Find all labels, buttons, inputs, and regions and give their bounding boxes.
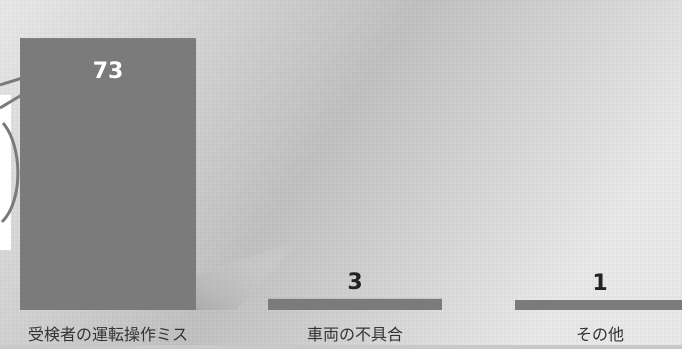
bar-1 [268,298,442,310]
data-labels: 73 3 1 [93,59,608,296]
bar-2 [515,300,682,310]
callout-arc [0,122,20,224]
data-label-2: 1 [592,271,607,296]
bars [20,38,682,310]
category-label-1: 車両の不具合 [307,325,403,344]
category-label-2: その他 [576,325,624,344]
bar-0 [20,38,196,310]
bar-shadows [196,240,301,310]
category-labels: 受検者の運転操作ミス 車両の不具合 その他 [28,325,624,344]
bar-shadow-0 [196,240,301,310]
category-label-0: 受検者の運転操作ミス [28,325,188,344]
data-label-0: 73 [93,59,124,84]
callout-box [0,95,11,250]
data-label-1: 3 [347,270,362,295]
